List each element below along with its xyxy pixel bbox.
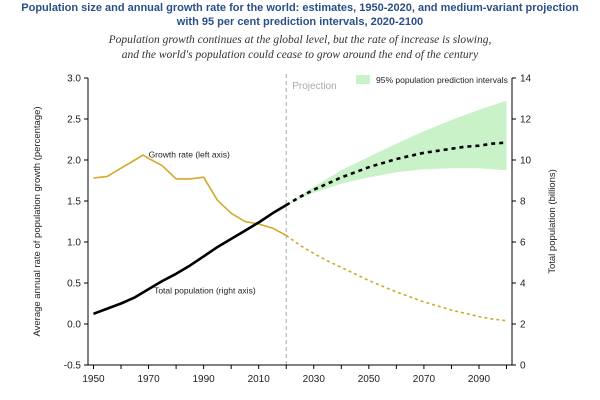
y-axis-left-label: Average annual rate of population growth…: [32, 106, 43, 336]
legend-swatch: [356, 75, 370, 84]
y-right-tick-label: 4: [520, 279, 526, 290]
x-tick-label: 1950: [82, 374, 105, 385]
y-left-tick-label: -0.5: [64, 361, 82, 372]
x-tick-label: 1990: [193, 374, 216, 385]
series-0-estimate-line: [93, 154, 287, 237]
x-tick-label: 2030: [303, 374, 326, 385]
y-right-tick-label: 14: [520, 74, 532, 85]
chart-subtitle: Population growth continues at the globa…: [0, 33, 600, 63]
x-tick-label: 2070: [413, 374, 436, 385]
series-1-estimate-line: [93, 203, 287, 316]
y-left-tick-label: 1.0: [67, 238, 81, 249]
x-tick-label: 1970: [137, 374, 160, 385]
projection-label: Projection: [292, 81, 336, 92]
y-left-tick-label: 2.5: [67, 115, 81, 126]
series-1-projection-line: [285, 141, 507, 207]
legend-label: 95% population prediction intervals: [376, 75, 508, 85]
y-right-tick-label: 12: [520, 115, 532, 126]
growth-rate-label: Growth rate (left axis): [149, 150, 230, 160]
y-left-tick-label: 0.0: [67, 320, 81, 331]
y-right-tick-label: 10: [520, 156, 532, 167]
prediction-band-layer: [286, 100, 507, 206]
series-layer: [93, 141, 507, 322]
y-left-tick-label: 3.0: [67, 74, 81, 85]
y-left-tick-label: 2.0: [67, 156, 81, 167]
y-left-tick-label: 1.5: [67, 197, 81, 208]
y-left-tick-label: 0.5: [67, 279, 81, 290]
chart-title-line-2: with 95 per cent prediction intervals, 2…: [176, 16, 424, 28]
x-tick-label: 2090: [468, 374, 491, 385]
y-right-tick-label: 6: [520, 238, 526, 249]
y-axis-right-label: Total population (billions): [547, 169, 558, 274]
y-right-tick-label: 2: [520, 320, 526, 331]
tick-layer: 1950 1970 1990 2010 2030 2050 2070 2090-0.50.00…: [64, 74, 532, 386]
series-0-projection-line: [285, 234, 507, 322]
prediction-interval-band: [286, 100, 507, 206]
x-tick-label: 2010: [248, 374, 271, 385]
chart-subtitle-line-1: Population growth continues at the globa…: [108, 34, 492, 46]
y-right-tick-label: 8: [520, 197, 526, 208]
y-right-tick-label: 0: [520, 361, 526, 372]
population-label: Total population (right axis): [154, 285, 256, 295]
chart-title: Population size and annual growth rate f…: [0, 1, 600, 29]
x-tick-label: 2050: [358, 374, 381, 385]
chart-title-line-1: Population size and annual growth rate f…: [21, 2, 579, 14]
chart-subtitle-line-2: and the world's population could cease t…: [121, 49, 479, 61]
